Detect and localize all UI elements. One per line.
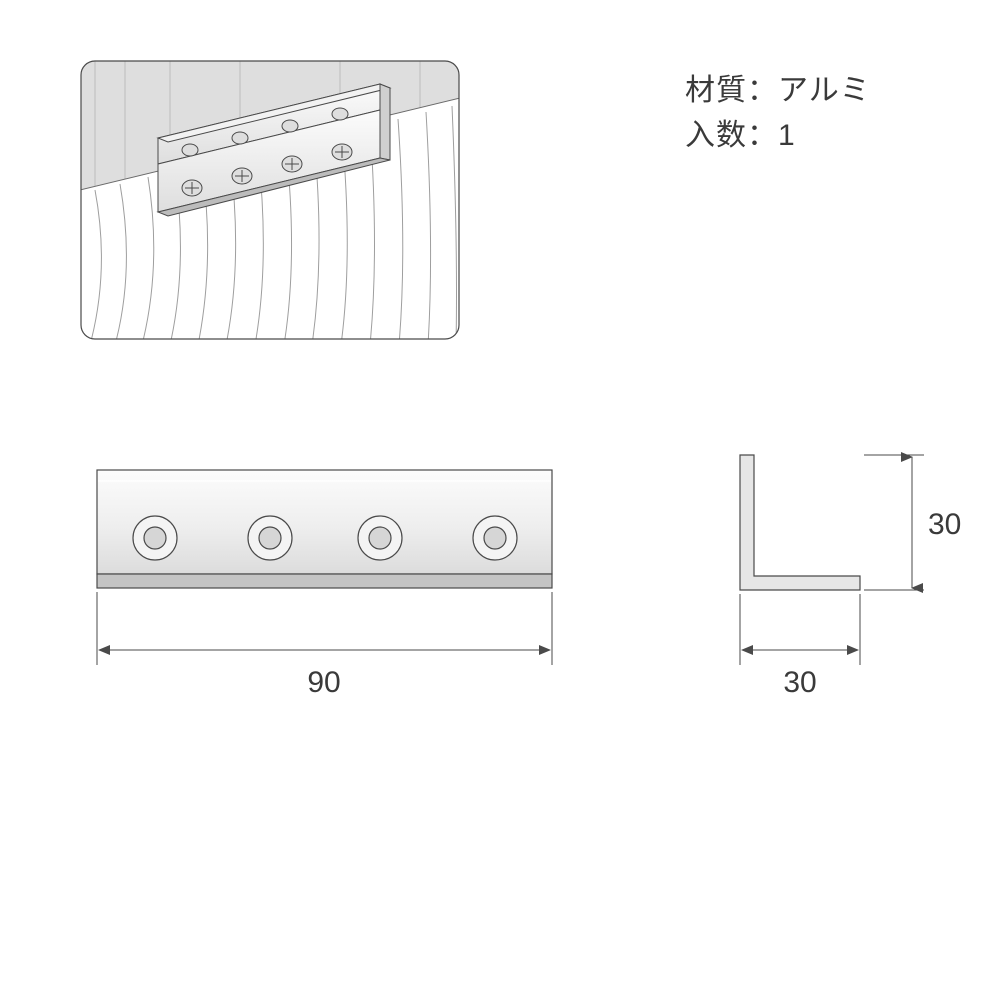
technical-drawing: 90 30 30 <box>0 0 1000 1000</box>
dimension-depth <box>740 594 860 665</box>
dimension-depth-value: 30 <box>783 666 816 699</box>
dimension-width <box>97 592 552 665</box>
dimension-width-value: 90 <box>307 666 340 699</box>
side-view <box>740 455 860 590</box>
front-view <box>97 470 552 588</box>
dimension-height-value: 30 <box>928 508 961 541</box>
dimension-height <box>864 455 924 590</box>
